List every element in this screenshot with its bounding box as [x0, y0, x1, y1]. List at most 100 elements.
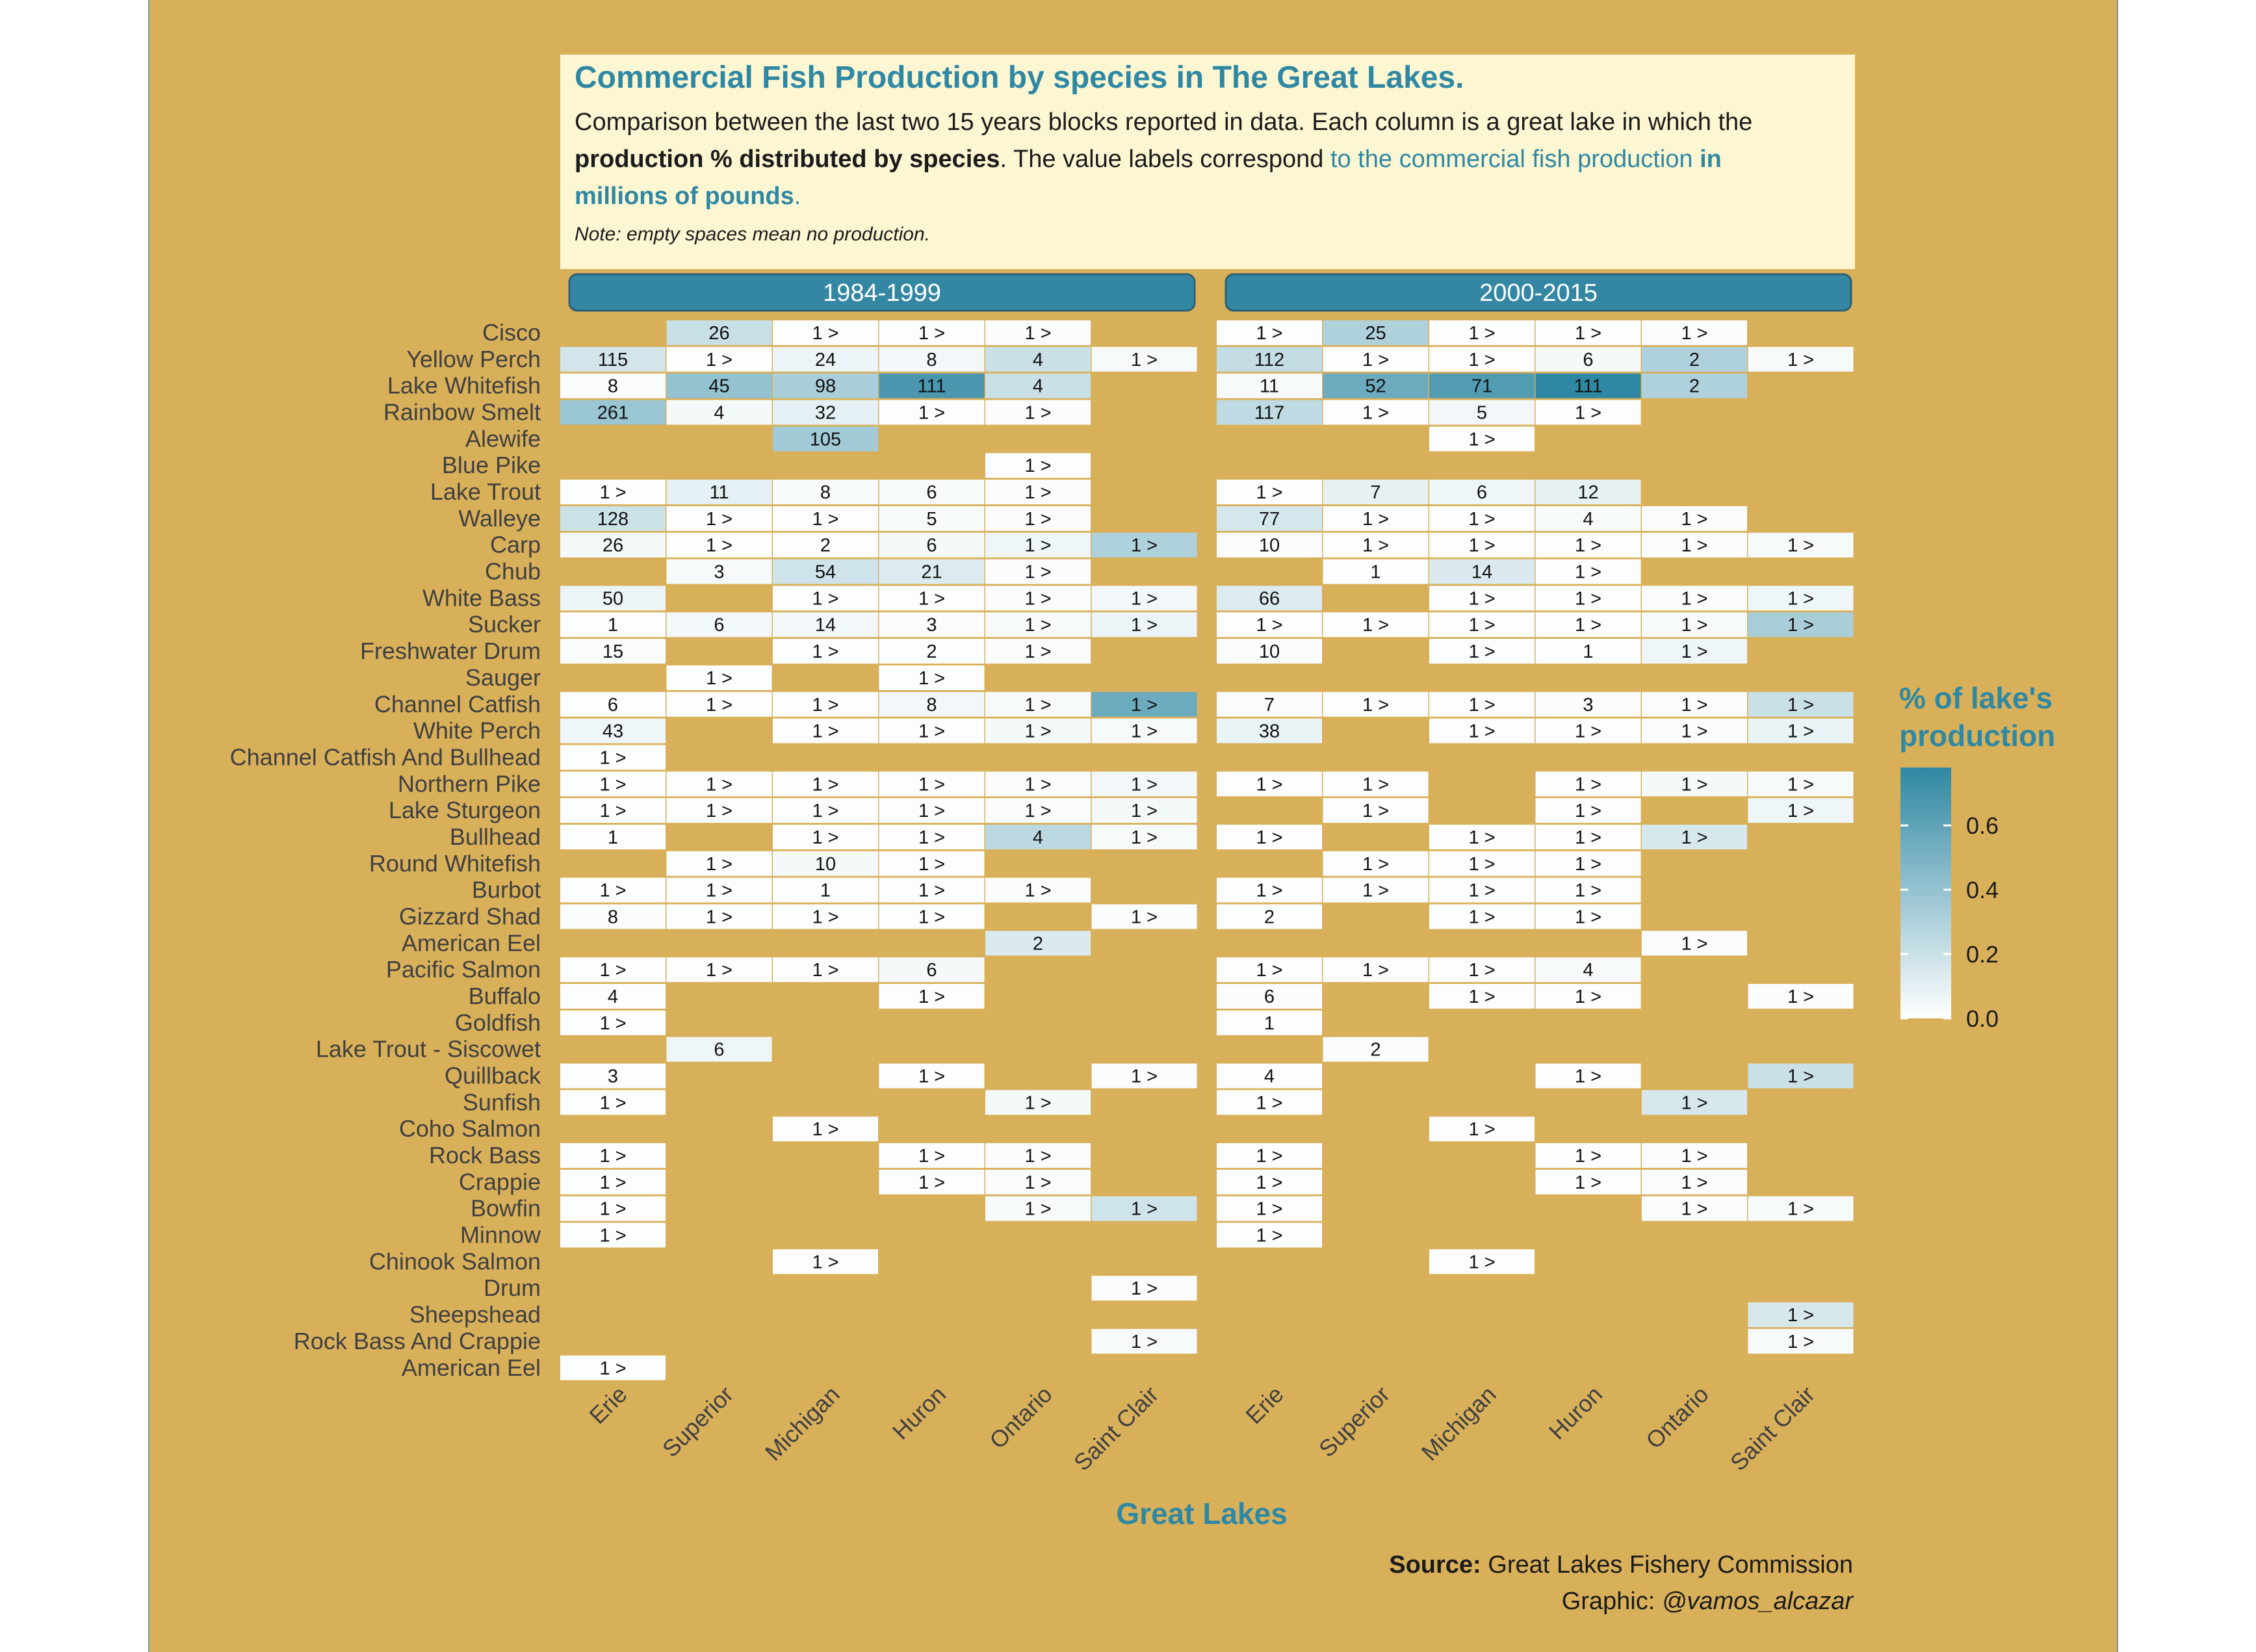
y-tick-label: Sucker	[468, 611, 541, 638]
heatmap-cell	[560, 1196, 666, 1221]
heatmap-cell	[985, 1169, 1091, 1194]
heatmap-cell	[1217, 1143, 1322, 1168]
heatmap-cell	[1217, 1196, 1322, 1221]
heatmap-cell	[666, 612, 772, 638]
heatmap-cell	[1217, 373, 1322, 398]
heatmap-cell	[1642, 612, 1747, 638]
cell-value-label: 8	[926, 350, 937, 370]
heatmap-cell	[773, 346, 878, 372]
heatmap-cell	[773, 400, 878, 425]
cell-value-label: 1 >	[599, 747, 626, 768]
cell-value-label: 1 >	[1024, 562, 1051, 583]
heatmap-cell	[666, 771, 772, 797]
heatmap-cell	[560, 984, 666, 1009]
cell-value-label: 1 >	[1575, 881, 1601, 901]
panel-strips: 1984-1999 2000-2015	[568, 273, 1852, 312]
heatmap-cell	[666, 320, 772, 345]
heatmap-cell	[1091, 532, 1197, 558]
heatmap-cell	[1323, 320, 1429, 345]
heatmap-cell	[1642, 691, 1747, 717]
cell-value-label: 105	[810, 429, 841, 450]
subtitle-mid: . The value labels correspond	[1000, 146, 1330, 173]
cell-value-label: 1 >	[1131, 588, 1158, 609]
heatmap-cell	[1429, 400, 1535, 425]
x-tick-label: Ontario	[1640, 1381, 1713, 1454]
heatmap-cell	[773, 612, 878, 638]
heatmap-cell	[1217, 586, 1322, 611]
cell-value-label: 1 >	[599, 1199, 626, 1220]
heatmap-cell	[1535, 984, 1641, 1009]
y-tick-label: White Bass	[422, 584, 541, 611]
x-tick-label: Erie	[584, 1381, 632, 1429]
heatmap-cell	[879, 851, 985, 876]
heatmap-cell	[1642, 824, 1747, 849]
cell-value-label: 4	[608, 987, 618, 1007]
heatmap-cell	[666, 559, 772, 584]
heatmap-cell	[1535, 771, 1641, 797]
cell-value-label: 5	[1477, 403, 1487, 424]
cell-value-label: 1 >	[1468, 881, 1495, 901]
y-tick-label: Coho Salmon	[399, 1115, 541, 1142]
cell-value-label: 1 >	[1131, 801, 1158, 821]
heatmap-cell	[1429, 824, 1535, 849]
heatmap-cell	[1535, 718, 1641, 743]
heatmap-cell	[773, 480, 878, 505]
cell-value-label: 6	[1264, 987, 1275, 1007]
legend-tick-label: 0.0	[1966, 1005, 1999, 1032]
cell-value-label: 1 >	[706, 854, 733, 875]
cell-value-label: 6	[926, 960, 937, 981]
heatmap-cell	[1091, 1063, 1197, 1089]
cell-value-label: 10	[1259, 641, 1280, 662]
cell-value-label: 1 >	[1468, 323, 1495, 344]
heatmap-cell	[879, 824, 985, 849]
cell-value-label: 1 >	[1787, 615, 1814, 636]
y-tick-label: Buffalo	[469, 983, 541, 1009]
x-tick-label: Ontario	[984, 1381, 1057, 1454]
cell-value-label: 1 >	[1575, 987, 1601, 1007]
cell-value-label: 1 >	[706, 960, 733, 981]
subtitle-colored-bold1: in	[1700, 146, 1722, 173]
cell-value-label: 1 >	[1468, 350, 1495, 370]
heatmap-cell	[879, 506, 985, 531]
cell-value-label: 1 >	[1362, 536, 1389, 556]
heatmap-cell	[879, 480, 985, 505]
cell-value-label: 1 >	[1681, 1172, 1707, 1193]
y-tick-label: Quillback	[445, 1063, 541, 1089]
cell-value-label: 1 >	[1575, 615, 1601, 636]
cell-value-label: 1 >	[1681, 641, 1707, 662]
cell-value-label: 111	[917, 376, 946, 397]
x-tick-label: Saint Clair	[1725, 1381, 1820, 1476]
cell-value-label: 1 >	[812, 641, 838, 662]
cell-value-label: 1 >	[1256, 482, 1282, 503]
cell-value-label: 1 >	[1575, 403, 1601, 424]
heatmap-cell	[1535, 851, 1641, 876]
cell-value-label: 1 >	[918, 403, 945, 424]
y-tick-label: Drum	[484, 1274, 541, 1301]
heatmap-cell	[773, 1249, 878, 1274]
cell-value-label: 1 >	[1024, 482, 1051, 503]
y-tick-label: Alewife	[465, 425, 541, 452]
heatmap-cell	[1429, 851, 1535, 876]
cell-value-label: 1 >	[812, 509, 838, 530]
cell-value-label: 1 >	[1024, 1172, 1051, 1193]
cell-value-label: 3	[608, 1066, 618, 1087]
heatmap-cell	[985, 453, 1091, 478]
heatmap-cell	[1642, 373, 1747, 398]
y-tick-label: Crappie	[459, 1168, 541, 1195]
heatmap-cell	[1217, 346, 1322, 372]
cell-value-label: 261	[597, 403, 629, 424]
heatmap-cell	[879, 877, 985, 903]
cell-value-label: 117	[1254, 403, 1284, 424]
cell-value-label: 8	[608, 376, 618, 397]
cell-value-label: 1 >	[918, 323, 945, 344]
legend-tick-label: 0.6	[1966, 812, 1999, 839]
cell-value-label: 14	[815, 615, 836, 636]
heatmap-cell	[773, 1116, 878, 1142]
panel-strip-0	[568, 273, 1196, 312]
cell-value-label: 1 >	[1362, 615, 1389, 636]
heatmap-cell	[1217, 877, 1322, 903]
cell-value-label: 6	[926, 536, 937, 556]
heatmap-cell	[1535, 639, 1641, 664]
heatmap-cell	[560, 586, 666, 611]
